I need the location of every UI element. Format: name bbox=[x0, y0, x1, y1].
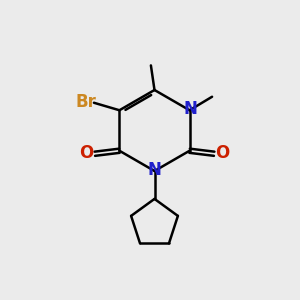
Text: Br: Br bbox=[75, 93, 96, 111]
Text: N: N bbox=[183, 100, 197, 118]
Text: O: O bbox=[79, 144, 94, 162]
Text: O: O bbox=[215, 144, 230, 162]
Text: N: N bbox=[148, 161, 161, 179]
